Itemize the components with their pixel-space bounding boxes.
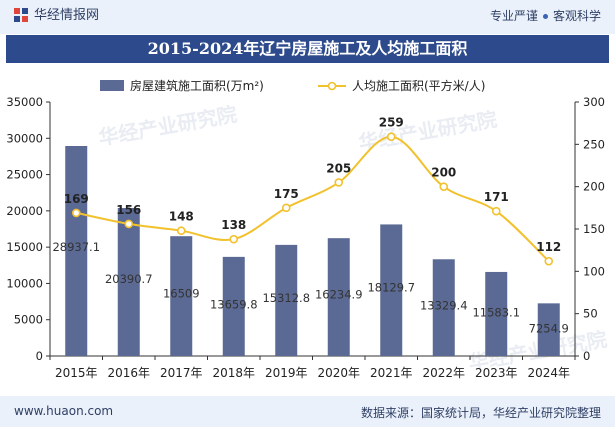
left-tick-label: 20000 bbox=[6, 204, 43, 218]
bar-2020年 bbox=[327, 238, 350, 356]
bar-value-label: 13659.8 bbox=[210, 297, 258, 311]
bar-value-label: 7254.9 bbox=[529, 322, 569, 336]
right-tick-label: 100 bbox=[583, 264, 605, 278]
line-value-label: 112 bbox=[536, 240, 561, 254]
brand-name: 华经情报网 bbox=[34, 8, 100, 23]
tagline-dot-icon bbox=[542, 14, 548, 19]
right-tick-label: 250 bbox=[583, 137, 605, 151]
footer-url: www.huaon.com bbox=[14, 404, 114, 418]
chart-svg: 华经产业研究院 华经产业研究院华经产业研究院0500010000150002000… bbox=[6, 78, 608, 380]
left-tick-label: 30000 bbox=[6, 131, 43, 145]
bar-value-label: 20390.7 bbox=[105, 272, 153, 286]
bar-value-label: 15312.8 bbox=[262, 291, 310, 305]
bar-value-label: 18129.7 bbox=[367, 281, 415, 295]
chart-title: 2015-2024年辽宁房屋施工及人均施工面积 bbox=[147, 39, 468, 58]
line-value-label: 138 bbox=[221, 218, 246, 232]
bar-2018年 bbox=[222, 256, 245, 356]
line-point bbox=[544, 256, 554, 266]
brand-logo-icon bbox=[14, 8, 28, 22]
x-tick-label: 2017年 bbox=[160, 366, 203, 380]
line-point bbox=[334, 178, 344, 187]
line-value-label: 169 bbox=[64, 192, 89, 206]
line-point bbox=[71, 208, 81, 218]
line-value-label: 175 bbox=[274, 187, 299, 201]
x-tick-label: 2019年 bbox=[265, 366, 308, 380]
line-value-label: 148 bbox=[169, 210, 194, 224]
left-tick-label: 5000 bbox=[14, 313, 43, 327]
bar-2017年 bbox=[170, 236, 193, 356]
right-tick-label: 200 bbox=[583, 180, 605, 194]
line-point bbox=[176, 226, 186, 235]
legend-bar-swatch bbox=[100, 80, 124, 91]
watermark-1: 华经产业研究院 bbox=[357, 107, 499, 155]
left-tick-label: 35000 bbox=[6, 95, 43, 109]
footer-source: 数据来源：国家统计局，华经产业研究院整理 bbox=[360, 406, 601, 420]
bar-2016年 bbox=[117, 208, 140, 356]
line-point bbox=[229, 234, 239, 244]
bar-value-label: 13329.4 bbox=[420, 299, 468, 313]
right-tick-label: 0 bbox=[583, 349, 590, 363]
line-value-label: 200 bbox=[431, 166, 456, 180]
right-tick-label: 150 bbox=[583, 222, 605, 236]
line-value-label: 171 bbox=[484, 190, 509, 204]
line-point bbox=[386, 132, 396, 142]
left-tick-label: 10000 bbox=[6, 276, 43, 290]
watermark-0: 华经产业研究院 bbox=[97, 102, 239, 150]
x-tick-label: 2015年 bbox=[55, 366, 98, 380]
line-point bbox=[124, 219, 134, 229]
bar-value-label: 16509 bbox=[163, 287, 200, 301]
bar-2019年 bbox=[275, 244, 298, 356]
left-tick-label: 25000 bbox=[6, 168, 43, 182]
bar-2015年 bbox=[65, 145, 88, 356]
line-point bbox=[491, 206, 501, 216]
bar-2021年 bbox=[380, 224, 403, 356]
x-tick-label: 2024年 bbox=[527, 366, 570, 380]
tagline-2: 客观科学 bbox=[552, 9, 601, 23]
right-tick-label: 300 bbox=[583, 95, 605, 109]
line-point bbox=[439, 182, 449, 191]
tagline: 专业严谨 客观科学 bbox=[490, 8, 601, 24]
title-band: 2015-2024年辽宁房屋施工及人均施工面积 bbox=[6, 35, 609, 63]
bar-2023年 bbox=[485, 271, 508, 356]
left-tick-label: 0 bbox=[36, 349, 43, 363]
x-tick-label: 2023年 bbox=[475, 366, 518, 380]
line-series-path bbox=[76, 135, 550, 262]
header-band: 华经情报网 专业严谨 客观科学 bbox=[0, 0, 615, 34]
bar-2022年 bbox=[432, 259, 455, 356]
legend-line-marker bbox=[327, 81, 337, 91]
bar-value-label: 28937.1 bbox=[52, 240, 100, 254]
x-tick-label: 2022年 bbox=[422, 366, 465, 380]
bar-2024年 bbox=[537, 303, 560, 356]
legend-line-label: 人均施工面积(平方米/人) bbox=[352, 78, 485, 93]
bar-value-label: 16234.9 bbox=[315, 288, 363, 302]
footer-band: www.huaon.com 数据来源：国家统计局，华经产业研究院整理 bbox=[0, 396, 615, 427]
line-point bbox=[281, 203, 291, 213]
line-value-label: 156 bbox=[116, 203, 141, 217]
right-tick-label: 50 bbox=[583, 307, 598, 321]
tagline-1: 专业严谨 bbox=[489, 9, 538, 23]
x-tick-label: 2018年 bbox=[212, 366, 255, 380]
x-tick-label: 2021年 bbox=[370, 366, 413, 380]
line-value-label: 259 bbox=[379, 116, 404, 130]
left-tick-label: 15000 bbox=[6, 240, 43, 254]
bar-value-label: 11583.1 bbox=[472, 305, 520, 319]
x-tick-label: 2020年 bbox=[317, 366, 360, 380]
x-tick-label: 2016年 bbox=[107, 366, 150, 380]
line-value-label: 205 bbox=[326, 161, 351, 175]
legend-bar-label: 房屋建筑施工面积(万m²) bbox=[130, 78, 264, 93]
